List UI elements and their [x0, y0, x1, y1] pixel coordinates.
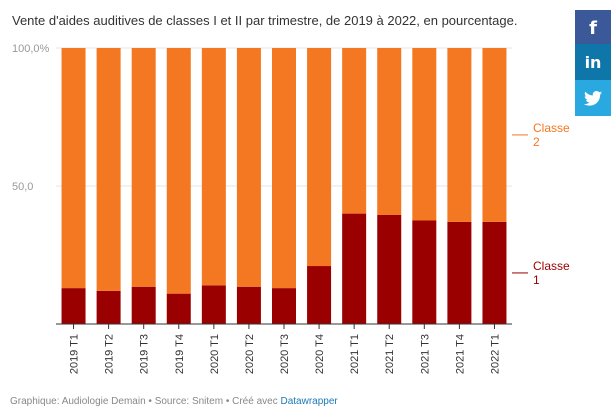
bar-segment [307, 48, 332, 267]
bar-segment [447, 48, 472, 222]
bar-segment [166, 48, 191, 294]
x-tick-label: 2019 T3 [139, 334, 151, 374]
twitter-share-button[interactable] [575, 80, 611, 116]
linkedin-share-button[interactable]: in [575, 44, 611, 80]
bar-segment [412, 48, 437, 221]
x-tick-label: 2020 T4 [314, 334, 326, 374]
legend-label-number: 2 [533, 135, 540, 149]
bar-segment [482, 48, 507, 222]
bar-segment [236, 286, 261, 324]
bar-segment [342, 48, 367, 214]
bar-segment [272, 48, 296, 289]
bar-segment [307, 266, 332, 324]
bar-segment [201, 285, 226, 324]
linkedin-icon: in [584, 52, 602, 72]
bar-segment [447, 221, 472, 324]
bar-segment [272, 288, 296, 324]
x-tick-label: 2020 T3 [279, 334, 291, 374]
x-tick-label: 2019 T2 [104, 334, 116, 374]
bar-segment [201, 48, 226, 286]
x-tick-label: 2019 T4 [174, 334, 186, 374]
x-tick-label: 2022 T1 [489, 334, 501, 374]
bar-segment [61, 288, 86, 324]
y-tick-label: 50,0 [12, 181, 33, 193]
bar-segment [377, 48, 402, 215]
facebook-share-button[interactable]: f [575, 10, 611, 46]
legend-label: Classe [533, 259, 570, 273]
datawrapper-link[interactable]: Datawrapper [280, 396, 338, 407]
bar-segment [236, 48, 261, 287]
y-tick-label: 100,0% [12, 43, 50, 55]
bar-segment [96, 48, 121, 291]
x-tick-label: 2020 T2 [244, 334, 256, 374]
bar-segment [61, 48, 86, 289]
chart-title: Vente d'aides auditives de classes I et … [12, 13, 518, 28]
footer-credits: Graphique: Audiologie Demain • Source: S… [10, 396, 281, 407]
bar-segment [131, 48, 156, 287]
x-tick-label: 2019 T1 [69, 334, 81, 374]
x-tick-label: 2020 T1 [209, 334, 221, 374]
twitter-icon [584, 90, 602, 106]
bar-segment [131, 286, 156, 324]
bar-segment [482, 221, 507, 324]
x-tick-label: 2021 T4 [454, 334, 466, 374]
legend-label-number: 1 [533, 273, 540, 287]
bar-segment [166, 293, 191, 324]
x-tick-label: 2021 T1 [349, 334, 361, 374]
bar-segment [412, 220, 437, 324]
x-tick-label: 2021 T2 [384, 334, 396, 374]
facebook-icon: f [589, 17, 597, 39]
bar-segment [377, 214, 402, 324]
legend-label: Classe [533, 121, 570, 135]
footer: Graphique: Audiologie Demain • Source: S… [10, 396, 338, 407]
x-tick-label: 2021 T3 [419, 334, 431, 374]
bar-segment [96, 290, 121, 324]
bar-segment [342, 213, 367, 324]
